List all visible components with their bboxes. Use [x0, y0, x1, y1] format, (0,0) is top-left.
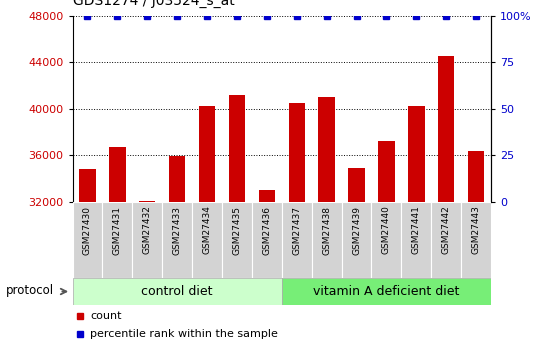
Bar [408, 106, 425, 202]
Bar [252, 202, 282, 278]
Bar [312, 202, 341, 278]
Text: GSM27430: GSM27430 [83, 206, 92, 255]
Bar [229, 95, 245, 202]
Text: GSM27432: GSM27432 [143, 206, 152, 255]
Bar [319, 97, 335, 202]
Bar [103, 202, 132, 278]
Text: percentile rank within the sample: percentile rank within the sample [90, 329, 278, 339]
Bar [372, 202, 401, 278]
Bar [73, 278, 282, 305]
Bar [341, 202, 372, 278]
Text: GSM27435: GSM27435 [233, 206, 242, 255]
Bar [401, 202, 431, 278]
Bar [282, 278, 491, 305]
Bar [468, 150, 484, 202]
Bar [461, 202, 491, 278]
Bar [192, 202, 222, 278]
Bar [438, 56, 454, 202]
Bar [169, 156, 185, 202]
Bar [79, 169, 96, 202]
Bar [109, 147, 126, 202]
Text: GSM27431: GSM27431 [113, 206, 122, 255]
Bar [132, 202, 162, 278]
Bar [199, 106, 215, 202]
Text: GDS1274 / J03524_s_at: GDS1274 / J03524_s_at [73, 0, 234, 8]
Text: GSM27439: GSM27439 [352, 206, 361, 255]
Text: protocol: protocol [6, 284, 54, 297]
Text: control diet: control diet [141, 285, 213, 298]
Bar [162, 202, 192, 278]
Text: GSM27434: GSM27434 [203, 206, 211, 255]
Bar [288, 103, 305, 202]
Text: vitamin A deficient diet: vitamin A deficient diet [313, 285, 460, 298]
Bar [258, 190, 275, 202]
Text: GSM27441: GSM27441 [412, 206, 421, 255]
Bar [348, 168, 365, 202]
Text: GSM27440: GSM27440 [382, 206, 391, 255]
Bar [73, 202, 103, 278]
Text: GSM27437: GSM27437 [292, 206, 301, 255]
Bar [139, 201, 156, 202]
Text: GSM27433: GSM27433 [172, 206, 182, 255]
Bar [222, 202, 252, 278]
Bar [378, 141, 395, 202]
Text: GSM27443: GSM27443 [472, 206, 480, 255]
Bar [282, 202, 312, 278]
Text: GSM27438: GSM27438 [322, 206, 331, 255]
Text: count: count [90, 312, 122, 322]
Bar [431, 202, 461, 278]
Text: GSM27436: GSM27436 [262, 206, 271, 255]
Text: GSM27442: GSM27442 [442, 206, 451, 254]
